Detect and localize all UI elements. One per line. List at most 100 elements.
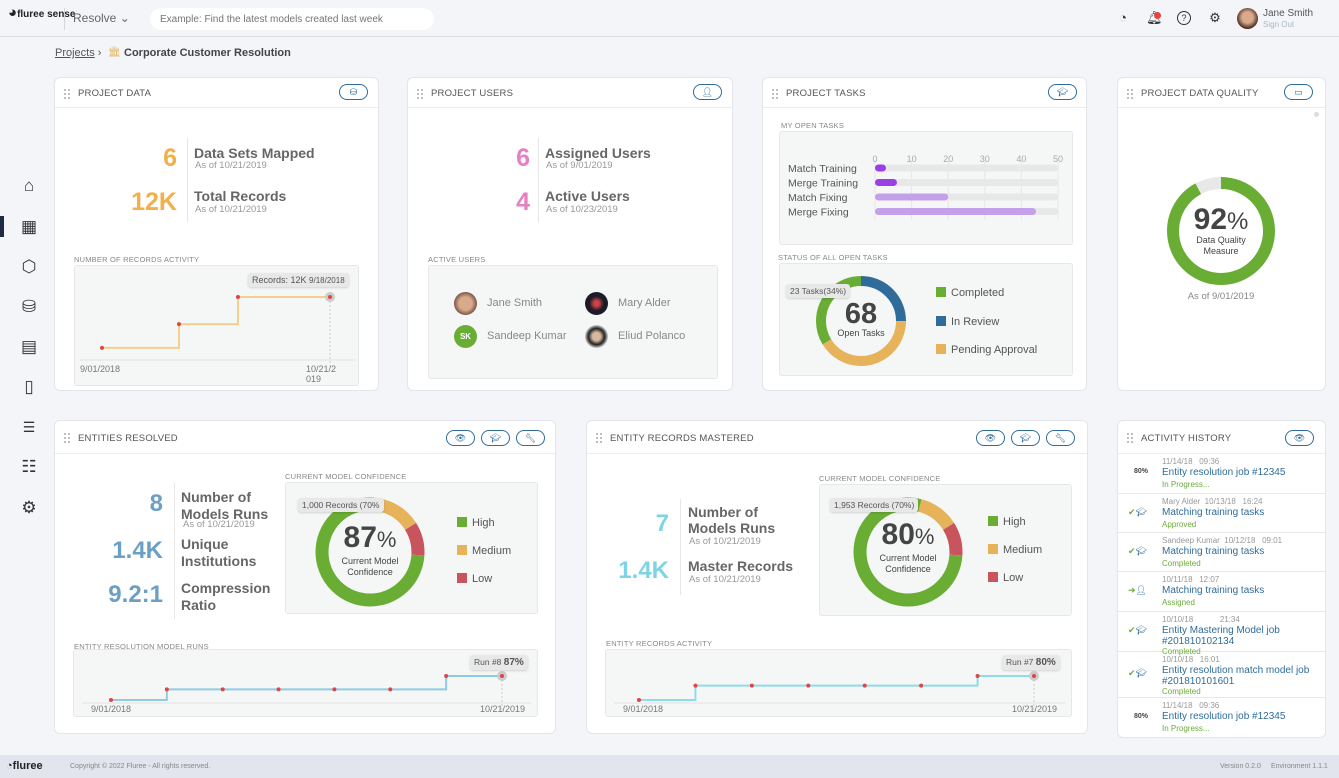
activity-title[interactable]: Matching training tasks xyxy=(1162,546,1265,557)
user-avatar[interactable] xyxy=(585,325,608,348)
data-quality-card: PROJECT DATA QUALITY ▭ 92% Data Quality … xyxy=(1117,77,1326,391)
data-point xyxy=(236,295,240,299)
training-button[interactable]: 🎓︎ xyxy=(481,430,510,446)
activity-item[interactable]: ✔🎓︎ 10/10/18 16:01 Entity resolution match… xyxy=(1118,652,1325,698)
data-point xyxy=(177,322,181,327)
cube-icon[interactable]: ⬡ xyxy=(21,257,37,276)
drag-handle-icon[interactable] xyxy=(1126,432,1134,444)
activity-item[interactable]: ✔🎓︎ Mary Alder 10/13/18 16:24 Matching tra… xyxy=(1118,494,1325,533)
activity-item[interactable]: ✔🎓︎ 10/10/18 21:34 Entity Mastering Model … xyxy=(1118,612,1325,656)
view-button[interactable]: 👁︎ xyxy=(976,430,1005,446)
data-point xyxy=(328,295,332,299)
drag-handle-icon[interactable] xyxy=(771,88,779,100)
chart-tooltip: 23 Tasks(34%) xyxy=(786,284,851,298)
fluree-sense-logo[interactable]: ◕fluree sense xyxy=(8,4,76,21)
data-point xyxy=(444,674,449,678)
settings-button[interactable]: 🔧︎ xyxy=(1046,430,1075,446)
model-runs-chart: Run #8 87% 9/01/2018 10/21/2019 xyxy=(73,649,538,717)
activity-status: Approved xyxy=(1162,520,1197,529)
activity-title[interactable]: Entity resolution match model job #20181… xyxy=(1162,665,1310,687)
drag-handle-icon[interactable] xyxy=(595,432,603,444)
quality-value: 92% xyxy=(1193,203,1249,236)
drag-handle-icon[interactable] xyxy=(63,88,71,100)
divider xyxy=(174,483,175,619)
bar-label: Merge Fixing xyxy=(788,207,849,219)
data-point xyxy=(500,674,504,678)
settings-button[interactable]: 🔧︎ xyxy=(516,430,545,446)
activity-title[interactable]: Matching training tasks xyxy=(1162,507,1265,518)
activity-item[interactable]: ➜👤︎ 10/11/18 12:07 Matching training tasks… xyxy=(1118,572,1325,612)
help-icon[interactable]: ? xyxy=(1177,11,1191,25)
user-avatar[interactable] xyxy=(454,292,477,315)
user-name[interactable]: Eliud Polanco xyxy=(618,330,686,342)
drag-handle-icon[interactable] xyxy=(416,88,424,100)
view-button[interactable]: 👁︎ xyxy=(1285,430,1314,446)
confidence-chart: 80% Current Model Confidence 1,953 Recor… xyxy=(819,484,1072,616)
section-label: CURRENT MODEL CONFIDENCE xyxy=(819,474,941,483)
active-indicator xyxy=(0,216,4,237)
book-icon[interactable]: ▯ xyxy=(24,377,34,396)
user-avatar[interactable] xyxy=(585,292,608,315)
x-start-label: 9/01/2018 xyxy=(80,364,121,374)
gear-icon[interactable]: ⚙ xyxy=(1209,10,1221,25)
user-name[interactable]: Jane Smith xyxy=(487,297,543,309)
view-button[interactable]: 👁︎ xyxy=(446,430,475,446)
activity-item[interactable]: 80% 11/14/18 09:36 Entity resolution job #… xyxy=(1118,454,1325,494)
bar-track xyxy=(875,179,1058,186)
user-name[interactable]: Mary Alder xyxy=(618,297,671,309)
stat-asof: As of 10/23/2019 xyxy=(546,204,618,215)
breadcrumb-projects[interactable]: Projects xyxy=(55,47,95,59)
avatar[interactable] xyxy=(1237,8,1258,29)
tick-label: 50 xyxy=(1053,154,1063,164)
sign-out-link[interactable]: Sign Out xyxy=(1263,20,1295,29)
database-button[interactable]: ⛁ xyxy=(339,84,368,100)
chart-tooltip: Run #8 87% xyxy=(470,655,528,670)
activity-title[interactable]: Matching training tasks xyxy=(1162,585,1265,596)
user-avatar-initials[interactable]: SK xyxy=(454,325,477,348)
training-button[interactable]: 🎓︎ xyxy=(1011,430,1040,446)
records-step-chart xyxy=(80,292,355,366)
home-icon[interactable]: ⌂ xyxy=(23,176,35,195)
app-menu[interactable]: Resolve ⌄ xyxy=(73,11,130,25)
activity-title[interactable]: Entity Mastering Model job #201810102134 xyxy=(1162,625,1280,647)
tick-label: 0 xyxy=(872,154,877,164)
step-line xyxy=(111,675,502,701)
quality-label: Data Quality Measure xyxy=(1196,235,1246,256)
analytics-icon[interactable]: ◔ xyxy=(1119,10,1127,25)
activity-title[interactable]: Entity resolution job #12345 xyxy=(1162,711,1286,722)
search-input[interactable] xyxy=(150,8,434,30)
data-sets-value: 6 xyxy=(163,144,177,172)
data-point xyxy=(693,683,698,688)
settings-icon[interactable]: ⚙ xyxy=(21,498,37,517)
drag-handle-icon[interactable] xyxy=(63,432,71,444)
task-status-donut xyxy=(816,276,906,366)
bar-label: Match Fixing xyxy=(788,192,848,204)
breadcrumb: Projects › xyxy=(55,47,102,59)
drag-handle-icon[interactable] xyxy=(1126,88,1134,100)
activity-item[interactable]: ✔🎓︎ Sandeep Kumar 10/12/18 09:01 Matching … xyxy=(1118,533,1325,572)
manage-users-button[interactable]: 👤︎ xyxy=(693,84,722,100)
footer-logo: ◔fluree xyxy=(6,760,43,772)
list-icon[interactable]: ☷ xyxy=(21,457,37,476)
activity-item[interactable]: 80% 11/14/18 09:36 Entity resolution job #… xyxy=(1118,698,1325,737)
tasks-icon[interactable]: ☰ xyxy=(22,419,36,435)
donut-slice-pending-approval xyxy=(816,276,906,366)
legend-medium: Medium xyxy=(988,544,1042,556)
dashboard-icon[interactable]: ▦ xyxy=(20,217,38,236)
step-line xyxy=(639,675,1034,701)
activity-title[interactable]: Entity resolution job #12345 xyxy=(1162,467,1286,478)
report-icon[interactable]: ▤ xyxy=(20,337,38,356)
task-status-chart: 68 Open Tasks 23 Tasks(34%) Completed In… xyxy=(779,263,1073,376)
database-icon[interactable]: ⛁ xyxy=(21,297,37,316)
training-button[interactable]: 🎓︎ xyxy=(1048,84,1077,100)
confidence-chart: 87% Current Model Confidence 1,000 Recor… xyxy=(285,482,538,614)
quality-button[interactable]: ▭ xyxy=(1284,84,1313,100)
section-label: CURRENT MODEL CONFIDENCE xyxy=(285,472,407,481)
model-runs-value: 8 xyxy=(149,490,163,517)
total-records-value: 12K xyxy=(131,188,177,216)
user-name[interactable]: Sandeep Kumar xyxy=(487,330,567,342)
open-tasks-bar-chart: 0 10 20 30 40 50 Match Training Merge Training M… xyxy=(788,154,1063,220)
card-title: PROJECT USERS xyxy=(431,88,514,99)
stat-asof: As of 10/21/2019 xyxy=(195,160,267,171)
bar xyxy=(875,193,949,201)
